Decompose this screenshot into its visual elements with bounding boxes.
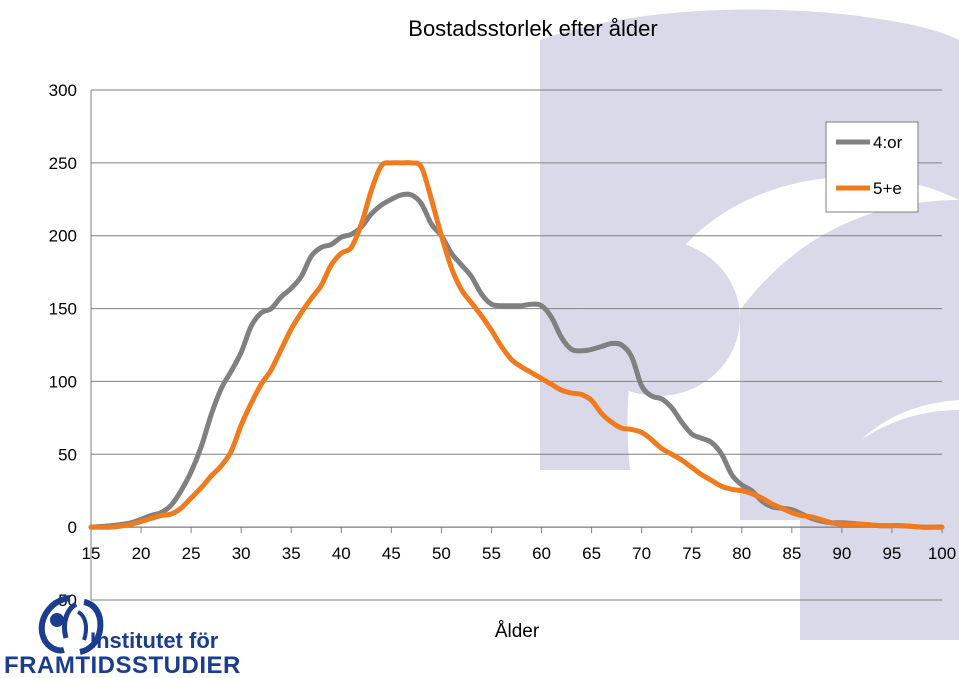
legend-label: 5+e [873,179,902,198]
y-tick-label: 100 [49,372,77,391]
x-tick-label: 60 [532,544,551,563]
x-tick-label: 95 [882,544,901,563]
x-tick-label: 15 [82,544,101,563]
x-tick-label: 70 [632,544,651,563]
logo: Institutet för FRAMTIDSSTUDIER [4,595,241,678]
x-tick-label: 90 [832,544,851,563]
y-tick-label: 300 [49,81,77,100]
legend-box [825,121,919,213]
legend: 4:or 5+e [825,121,919,213]
x-tick-label: 45 [382,544,401,563]
x-tick-label: 65 [582,544,601,563]
x-tick-label: 100 [928,544,956,563]
x-tick-label: 75 [682,544,701,563]
x-tick-label: 85 [782,544,801,563]
grid-lines [90,89,942,601]
series-line-2 [88,160,945,530]
y-tick-label: 150 [49,300,77,319]
watermark-shape-circle [576,240,740,396]
x-tick-label: 30 [232,544,251,563]
watermark-shape-right-band [740,200,959,520]
chart-title: Bostadsstorlek efter ålder [408,16,657,41]
logo-text-line2: FRAMTIDSSTUDIER [4,652,241,678]
y-tick-label: 0 [68,518,77,537]
logo-text-line1: Institutet för [90,628,219,653]
x-tick-label: 55 [482,544,501,563]
series-lines [88,160,945,530]
x-tick-label: 40 [332,544,351,563]
y-tick-label: 50 [58,445,77,464]
series-line-1 [88,191,945,530]
x-tick-label: 25 [182,544,201,563]
x-tick-label: 35 [282,544,301,563]
legend-label: 4:or [873,133,903,152]
x-tick-label: 50 [432,544,451,563]
logo-emblem [38,595,104,655]
y-tick-label: 250 [49,154,77,173]
x-tick-label: 20 [132,544,151,563]
x-axis-title: Ålder [495,621,540,642]
x-axis: 15 20 25 30 35 40 45 50 55 60 65 70 75 80 85 90 95 100 [82,526,956,563]
x-tick-label: 80 [732,544,751,563]
y-tick-label: 200 [49,227,77,246]
